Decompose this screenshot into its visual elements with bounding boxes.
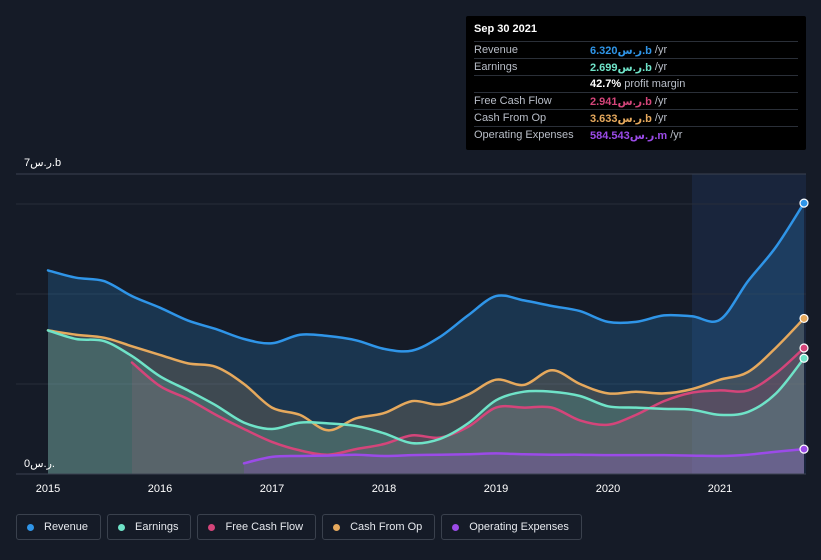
tooltip-row-suffix: /yr xyxy=(654,44,668,56)
area-earnings xyxy=(48,330,804,474)
x-tick-label: 2020 xyxy=(596,483,620,495)
tooltip-row-value: 2.941ر.س.b xyxy=(590,95,652,108)
grid-lines xyxy=(16,173,806,385)
legend-label: Cash From Op xyxy=(350,521,423,533)
tooltip-row: 42.7% profit margin xyxy=(474,75,798,92)
tooltip-row-value: 584.543ر.س.m xyxy=(590,129,668,142)
legend: Revenue Earnings Free Cash Flow Cash From O… xyxy=(16,514,582,542)
endpoint-cfo xyxy=(799,313,809,324)
endpoint-earnings xyxy=(799,353,809,363)
legend-label: Revenue xyxy=(44,521,89,533)
legend-item-free-cash-flow[interactable]: Free Cash Flow xyxy=(197,514,317,540)
legend-item-revenue[interactable]: Revenue xyxy=(16,514,102,540)
tooltip-row-label: Earnings xyxy=(474,61,518,73)
tooltip-row-value: 6.320ر.س.b xyxy=(590,44,652,57)
tooltip-row-label: Revenue xyxy=(474,44,519,56)
tooltip-row-suffix: /yr xyxy=(654,95,668,107)
highlight-band xyxy=(692,174,806,474)
legend-label: Operating Expenses xyxy=(469,521,569,533)
x-tick-label: 2015 xyxy=(36,483,60,495)
legend-item-cash-from-op[interactable]: Cash From Op xyxy=(322,514,436,540)
tooltip-row: Operating Expenses 584.543ر.س.m/yr xyxy=(474,126,798,143)
series-endpoints xyxy=(799,198,809,454)
tooltip-row: Revenue 6.320ر.س.b/yr xyxy=(474,41,798,58)
tooltip-row-suffix: profit margin xyxy=(624,78,686,90)
x-tick-label: 2021 xyxy=(708,483,732,495)
tooltip-row-value: 2.699ر.س.b xyxy=(590,61,652,74)
tooltip-row: Free Cash Flow 2.941ر.س.b/yr xyxy=(474,92,798,109)
line-cfo xyxy=(46,317,806,432)
y-axis-bottom-label: 0ر.س. xyxy=(24,458,55,470)
tooltip-row-value: 3.633ر.س.b xyxy=(590,112,652,125)
tooltip-row-label: Operating Expenses xyxy=(474,129,574,141)
legend-dot-icon xyxy=(27,523,34,531)
x-axis-ticks: 2015 2016 2017 2018 2019 2020 2021 xyxy=(36,483,732,495)
line-fcf xyxy=(130,346,806,456)
legend-dot-icon xyxy=(118,523,126,531)
endpoint-fcf xyxy=(799,343,809,353)
area-cfo xyxy=(48,318,804,474)
tooltip-row-suffix: /yr xyxy=(654,112,668,124)
x-tick-label: 2019 xyxy=(484,483,508,495)
legend-dot-icon xyxy=(333,523,341,531)
tooltip-date: Sep 30 2021 xyxy=(474,23,537,35)
tooltip-row: Cash From Op 3.633ر.س.b/yr xyxy=(474,109,798,126)
tooltip-row-label: Cash From Op xyxy=(474,112,547,124)
line-earnings xyxy=(46,329,806,445)
legend-label: Free Cash Flow xyxy=(225,521,304,533)
tooltip-row-value: 42.7% xyxy=(590,78,622,90)
x-tick-label: 2017 xyxy=(260,483,284,495)
tooltip-row: Earnings 2.699ر.س.b/yr xyxy=(474,58,798,75)
tooltip-row-label: Free Cash Flow xyxy=(474,95,552,107)
x-tick-label: 2018 xyxy=(372,483,396,495)
legend-label: Earnings xyxy=(135,521,179,533)
legend-dot-icon xyxy=(208,523,216,531)
line-opex xyxy=(242,447,806,465)
endpoint-opex xyxy=(799,444,809,454)
tooltip: Sep 30 2021 Revenue 6.320ر.س.b/yr Earnings… xyxy=(466,16,806,150)
legend-item-earnings[interactable]: Earnings xyxy=(107,514,192,540)
line-revenue xyxy=(46,201,806,353)
tooltip-row-suffix: /yr xyxy=(670,129,683,141)
y-axis-top-label: 7ر.س.b xyxy=(24,157,61,169)
tooltip-rows: Revenue 6.320ر.س.b/yr Earnings 2.699ر.س.b/y… xyxy=(474,41,798,143)
legend-item-operating-expenses[interactable]: Operating Expenses xyxy=(441,514,582,540)
endpoint-revenue xyxy=(799,198,809,208)
series-lines xyxy=(46,201,806,465)
series-areas xyxy=(48,203,804,474)
legend-dot-icon xyxy=(452,523,460,531)
x-tick-label: 2016 xyxy=(148,483,172,495)
area-fcf xyxy=(132,348,804,474)
tooltip-row-suffix: /yr xyxy=(654,61,668,73)
